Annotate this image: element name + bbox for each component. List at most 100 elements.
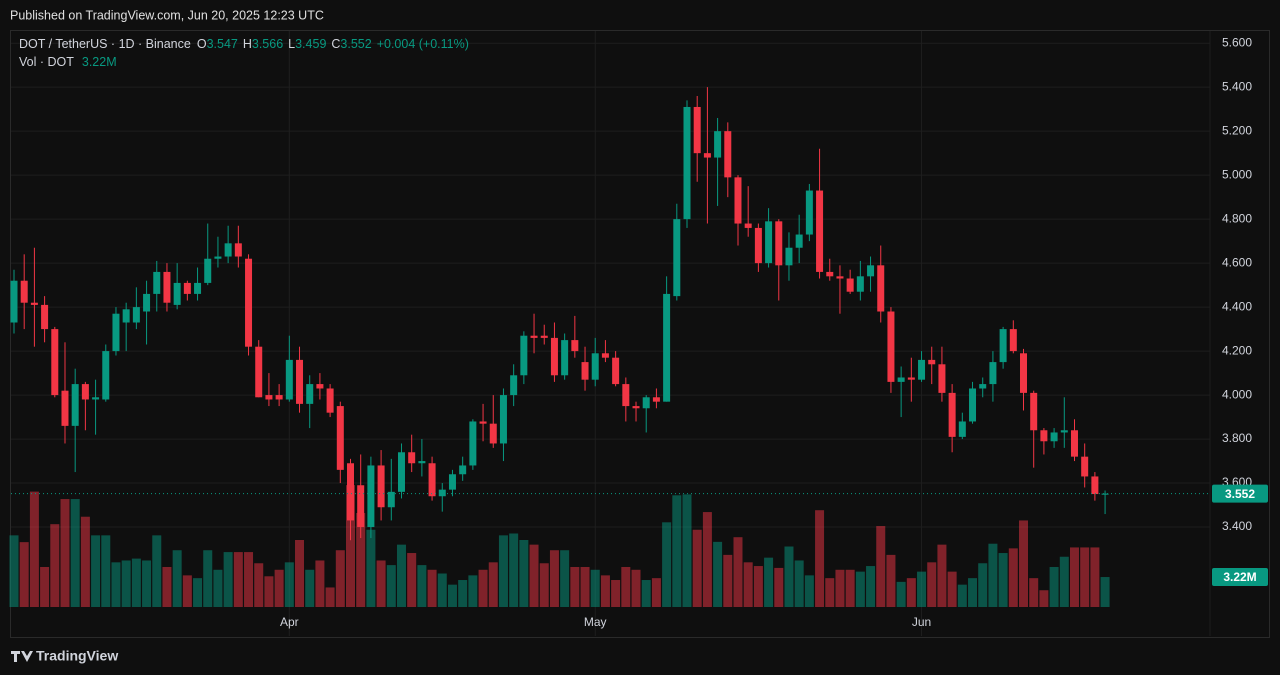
volume-bar bbox=[264, 576, 274, 607]
candle-body bbox=[887, 311, 895, 382]
candle-body bbox=[877, 265, 885, 312]
candle-body bbox=[306, 384, 314, 404]
candle-body bbox=[1081, 456, 1089, 477]
volume-bar bbox=[1039, 590, 1049, 607]
candle-body bbox=[326, 388, 334, 413]
candle-body bbox=[1020, 353, 1028, 393]
volume-bar bbox=[478, 569, 488, 607]
candle-body bbox=[561, 340, 569, 376]
volume-bar bbox=[662, 522, 672, 607]
volume-bar bbox=[356, 513, 366, 607]
volume-bar bbox=[172, 550, 182, 607]
candle-body bbox=[928, 359, 936, 365]
candle-body bbox=[816, 190, 824, 272]
volume-bar bbox=[193, 578, 203, 607]
candle-body bbox=[347, 463, 355, 521]
volume-bar bbox=[162, 566, 172, 607]
volume-bar bbox=[845, 569, 855, 607]
candle-body bbox=[775, 221, 783, 266]
volume-bar bbox=[468, 575, 478, 607]
candle-body bbox=[234, 243, 242, 257]
candle-body bbox=[724, 131, 732, 178]
ohlc-value: 3.552 bbox=[340, 37, 371, 51]
volume-bar bbox=[1049, 566, 1059, 607]
volume-bar bbox=[927, 562, 937, 607]
candle-body bbox=[499, 395, 507, 444]
y-tick-label: 3.800 bbox=[1222, 431, 1252, 445]
volume-bar bbox=[509, 533, 519, 607]
volume-bar bbox=[254, 563, 264, 607]
volume-bar bbox=[458, 580, 468, 607]
candle-body bbox=[510, 375, 518, 396]
candle-body bbox=[999, 329, 1007, 363]
volume-bar bbox=[906, 578, 916, 607]
volume-bar bbox=[346, 485, 356, 607]
y-tick-label: 4.200 bbox=[1222, 343, 1252, 357]
candle-body bbox=[204, 258, 212, 283]
x-tick-label: Apr bbox=[280, 615, 299, 629]
candle-body bbox=[20, 280, 28, 303]
volume-bar bbox=[937, 544, 947, 607]
volume-bar bbox=[672, 495, 682, 607]
candle-body bbox=[41, 304, 49, 330]
candle-body bbox=[1030, 392, 1038, 431]
volume-bar bbox=[233, 552, 243, 607]
volume-bar bbox=[70, 499, 80, 607]
candle-body bbox=[296, 359, 304, 404]
candle-body bbox=[571, 340, 579, 352]
volume-bar bbox=[1090, 547, 1100, 607]
last-price-label: 3.552 bbox=[1225, 487, 1255, 501]
candle-body bbox=[479, 421, 487, 424]
volume-bar bbox=[325, 587, 335, 607]
y-tick-label: 5.400 bbox=[1222, 79, 1252, 93]
candle-body bbox=[438, 489, 446, 497]
candle-body bbox=[1091, 476, 1099, 495]
volume-bar bbox=[9, 535, 19, 607]
candle-body bbox=[81, 384, 89, 400]
volume-bar bbox=[723, 554, 733, 607]
candle-body bbox=[622, 384, 630, 407]
candle-body bbox=[785, 247, 793, 266]
candle-body bbox=[336, 406, 344, 470]
ohlc-key: H bbox=[243, 37, 252, 51]
volume-bar bbox=[743, 562, 753, 607]
volume-bar bbox=[947, 571, 957, 607]
y-tick-label: 4.600 bbox=[1222, 255, 1252, 269]
volume-bar bbox=[886, 554, 896, 607]
volume-bar bbox=[651, 578, 661, 607]
volume-bar bbox=[611, 580, 621, 607]
y-tick-label: 4.000 bbox=[1222, 387, 1252, 401]
candle-body bbox=[1040, 430, 1048, 442]
candle-body bbox=[734, 177, 742, 224]
volume-bar bbox=[1069, 547, 1079, 607]
volume-bar bbox=[111, 562, 121, 607]
candle-body bbox=[469, 421, 477, 466]
volume-bar bbox=[1008, 548, 1018, 607]
volume-bar bbox=[570, 566, 580, 607]
y-tick-label: 4.800 bbox=[1222, 211, 1252, 225]
volume-bar bbox=[631, 569, 641, 607]
candle-body bbox=[408, 452, 416, 464]
candle-body bbox=[357, 485, 365, 528]
candle-body bbox=[601, 353, 609, 358]
candle-body bbox=[1050, 432, 1058, 442]
candle-body bbox=[703, 153, 711, 158]
volume-title: Vol · DOT bbox=[19, 55, 74, 69]
volume-bar bbox=[244, 552, 254, 607]
volume-bar bbox=[988, 543, 998, 607]
candle-body bbox=[61, 390, 69, 426]
ohlc-value: 3.566 bbox=[252, 37, 283, 51]
volume-bar bbox=[142, 560, 152, 607]
volume-bar bbox=[1100, 577, 1110, 607]
volume-bar bbox=[182, 575, 192, 607]
volume-bar bbox=[91, 535, 101, 607]
candle-body bbox=[122, 309, 130, 323]
volume-bar bbox=[60, 499, 70, 607]
volume-bar bbox=[876, 526, 886, 607]
candle-body bbox=[245, 258, 253, 347]
ohlc-key: C bbox=[331, 37, 340, 51]
candle-body bbox=[132, 307, 140, 323]
candle-body bbox=[754, 227, 762, 264]
symbol-legend: DOT / TetherUS · 1D · Binance O3.547 H3.56… bbox=[19, 37, 469, 51]
candle-body bbox=[867, 265, 875, 277]
